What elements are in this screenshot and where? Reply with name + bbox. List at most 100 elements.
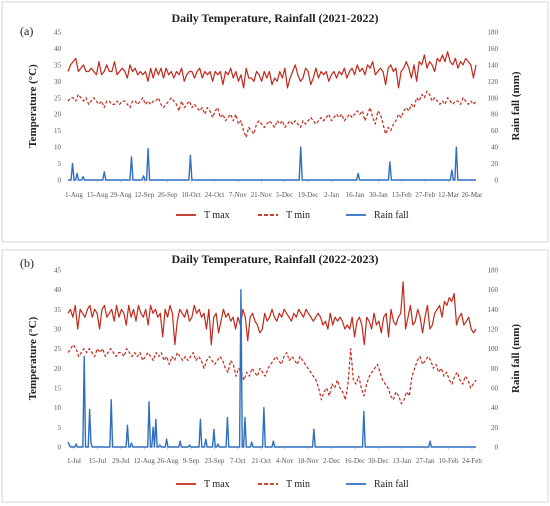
x-tick-label: 26-Aug (157, 457, 179, 465)
legend-label-rain-fall: Rain fall (374, 479, 409, 490)
legend-label-t-min: T min (286, 479, 310, 490)
y2-axis-title: Rain fall (mm) (510, 324, 522, 393)
x-tick-label: 7-Nov (229, 191, 247, 199)
y-tick-label: 10 (54, 404, 62, 412)
x-tick-label: 10-Feb (439, 457, 459, 465)
panel-b-frame (1, 249, 549, 503)
y2-tick-label: 40 (491, 144, 499, 152)
y2-tick-label: 80 (491, 111, 499, 119)
y2-tick-label: 180 (488, 29, 499, 37)
y-tick-label: 30 (54, 78, 62, 86)
x-tick-label: 24-Feb (462, 457, 482, 465)
x-tick-label: 7-Oct (230, 457, 246, 465)
x-tick-label: 15-Aug (87, 191, 109, 199)
x-tick-label: 29-Aug (110, 191, 132, 199)
panel-label: (b) (20, 256, 34, 270)
y-tick-label: 40 (54, 45, 62, 53)
y2-tick-label: 120 (488, 78, 499, 86)
chart-title: Daily Temperature, Rainfall (2021-2022) (171, 11, 378, 25)
x-tick-label: 2-Dec (323, 457, 340, 465)
x-tick-label: 13-Jan (392, 457, 411, 465)
x-tick-label: 19-Dec (298, 191, 319, 199)
series-line-rain-fall (68, 146, 476, 181)
series-line-t-min (67, 344, 477, 405)
x-tick-label: 1-Aug (65, 191, 83, 199)
legend-label-rain-fall: Rain fall (374, 210, 409, 221)
x-tick-label: 1-Jul (67, 457, 81, 465)
chart-panel-b: (b) Daily Temperature, Rainfall (2022-202… (20, 252, 522, 490)
x-tick-label: 21-Nov (251, 191, 273, 199)
y-tick-label: 45 (54, 29, 62, 37)
panel-a-frame (1, 1, 549, 243)
y-tick-label: 20 (54, 111, 62, 119)
x-tick-label: 10-Oct (181, 191, 200, 199)
y2-tick-label: 20 (491, 424, 499, 432)
x-tick-label: 23-Sep (205, 457, 225, 465)
series-line-t-max (67, 281, 477, 346)
y-tick-label: 35 (54, 61, 62, 69)
y2-tick-label: 140 (488, 61, 499, 69)
x-tick-label: 29-Jul (112, 457, 130, 465)
y2-tick-label: 40 (491, 404, 499, 412)
y-tick-label: 30 (54, 326, 62, 334)
legend-label-t-max: T max (204, 479, 230, 490)
x-tick-label: 24-Oct (205, 191, 224, 199)
x-tick-label: 26-Mar (462, 191, 484, 199)
y-tick-label: 20 (54, 365, 62, 373)
y-tick-label: 0 (58, 177, 62, 185)
y-tick-label: 5 (58, 424, 62, 432)
series-line-t-max (67, 51, 477, 89)
series-line-t-min (67, 90, 477, 138)
y2-tick-label: 80 (491, 365, 499, 373)
x-tick-label: 30-Dec (368, 457, 389, 465)
x-tick-label: 2-Jan (324, 191, 340, 199)
y-tick-label: 15 (54, 385, 62, 393)
y2-tick-label: 60 (491, 385, 499, 393)
x-tick-label: 12-Mar (438, 191, 460, 199)
y2-tick-label: 60 (491, 127, 499, 135)
x-tick-label: 15-Jul (89, 457, 107, 465)
y2-tick-label: 160 (488, 286, 499, 294)
x-tick-label: 16-Jan (346, 191, 365, 199)
series-line-rain-fall (67, 288, 476, 448)
x-tick-label: 30-Jan (369, 191, 388, 199)
panel-label: (a) (20, 24, 33, 38)
x-tick-label: 18-Nov (297, 457, 319, 465)
legend-label-t-max: T max (204, 210, 230, 221)
chart-panel-a: (a) Daily Temperature, Rainfall (2021-202… (20, 11, 522, 221)
legend-label-t-min: T min (286, 210, 310, 221)
x-tick-label: 12-Aug (134, 457, 156, 465)
y-tick-label: 5 (58, 160, 62, 168)
y2-tick-label: 100 (488, 345, 499, 353)
y-tick-label: 35 (54, 306, 62, 314)
x-tick-label: 12-Sep (134, 191, 154, 199)
x-tick-label: 27-Jan (416, 457, 435, 465)
y-tick-label: 0 (58, 444, 62, 452)
y-axis-title: Temperature (°C) (27, 316, 39, 400)
y-tick-label: 45 (54, 267, 62, 275)
chart-title: Daily Temperature, Rainfall (2022-2023) (171, 252, 378, 266)
x-tick-label: 16-Dec (345, 457, 366, 465)
x-tick-label: 13-Feb (392, 191, 412, 199)
y2-tick-label: 100 (488, 94, 499, 102)
y2-axis-title: Rain fall (mm) (510, 71, 522, 140)
y2-tick-label: 180 (488, 267, 499, 275)
x-tick-label: 9-Sep (183, 457, 200, 465)
x-tick-label: 5-Dec (276, 191, 293, 199)
y-tick-label: 25 (54, 345, 62, 353)
y2-tick-label: 160 (488, 45, 499, 53)
y-tick-label: 40 (54, 286, 62, 294)
y-tick-label: 25 (54, 94, 62, 102)
y-tick-label: 15 (54, 127, 62, 135)
y-tick-label: 10 (54, 144, 62, 152)
y-axis-title: Temperature (°C) (27, 64, 39, 148)
x-tick-label: 27-Feb (415, 191, 435, 199)
x-tick-label: 21-Oct (252, 457, 271, 465)
x-tick-label: 4-Nov (276, 457, 294, 465)
y2-tick-label: 0 (495, 177, 499, 185)
y2-tick-label: 140 (488, 306, 499, 314)
y2-tick-label: 120 (488, 326, 499, 334)
x-tick-label: 26-Sep (158, 191, 178, 199)
